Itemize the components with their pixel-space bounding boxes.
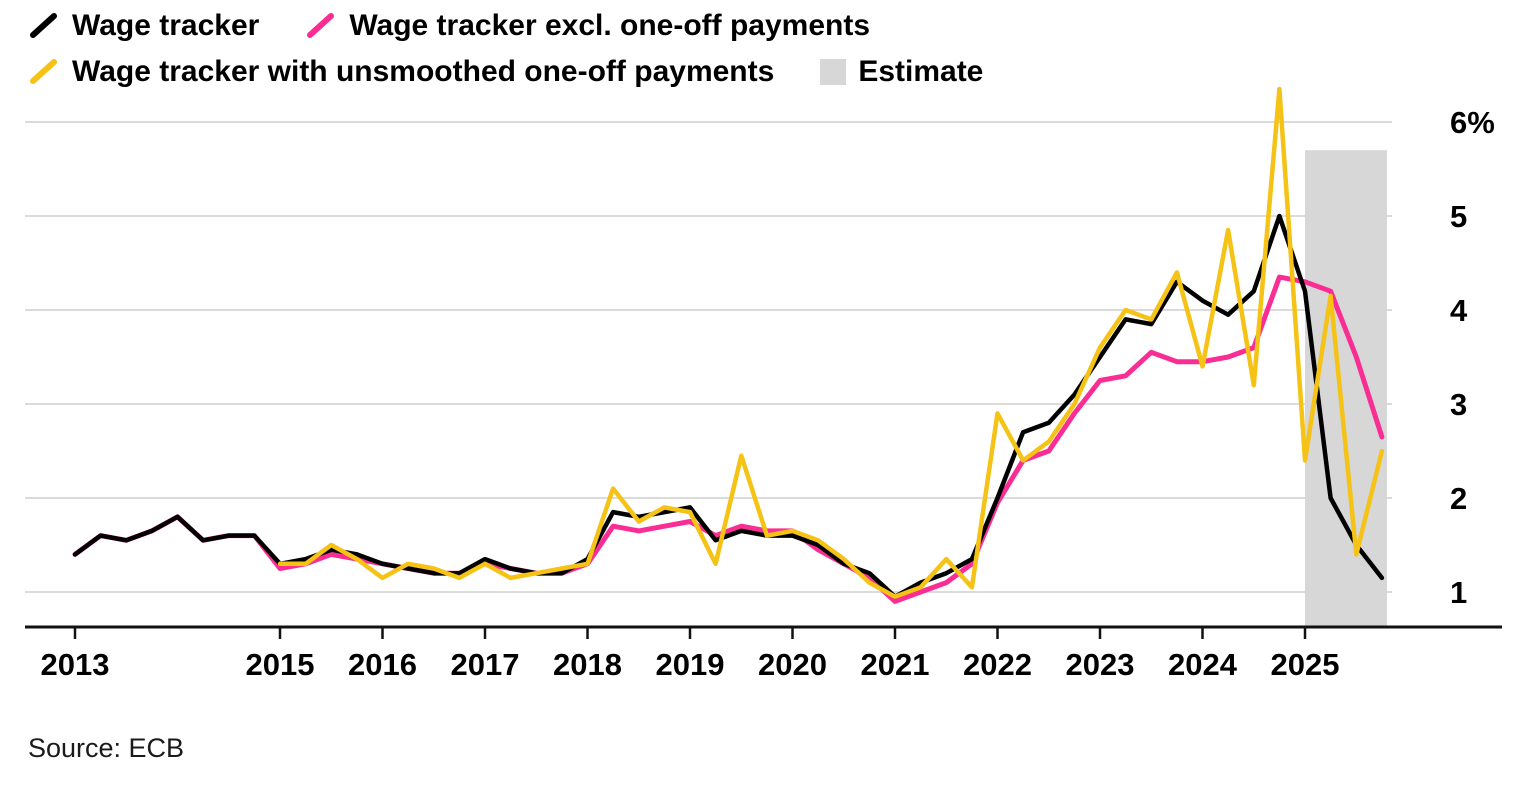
x-tick-label-2025: 2025 [1271,647,1340,682]
legend-row-2: Wage tracker with unsmoothed one-off pay… [28,52,983,92]
x-tick-label-2022: 2022 [963,647,1032,682]
x-tick-label-2023: 2023 [1066,647,1135,682]
series-line-2 [277,86,1385,599]
legend-item-estimate: Estimate [820,52,983,92]
estimate-swatch-icon [820,59,847,85]
x-tick-label-2021: 2021 [861,647,930,682]
y-tick-label-1: 1 [1450,575,1467,610]
x-tick-label-2016: 2016 [348,647,417,682]
x-tick-label-2020: 2020 [758,647,827,682]
x-tick-label-2019: 2019 [656,647,725,682]
x-tick-label-2017: 2017 [451,647,520,682]
legend-row-1: Wage tracker Wage tracker excl. one-off … [28,6,983,46]
legend-label-estimate: Estimate [858,55,984,88]
unsmoothed-line-icon [30,59,57,84]
y-tick-label-6%: 6% [1450,105,1495,140]
legend-label-wage-tracker: Wage tracker [72,9,260,42]
y-tick-label-3: 3 [1450,387,1467,422]
x-tick-label-2013: 2013 [41,647,110,682]
legend-label-excl-one-off: Wage tracker excl. one-off payments [349,9,871,42]
x-tick-label-2024: 2024 [1168,647,1238,682]
legend-item-unsmoothed: Wage tracker with unsmoothed one-off pay… [28,52,774,92]
series-line-0 [72,213,1385,599]
legend-item-excl-one-off: Wage tracker excl. one-off payments [305,6,870,46]
chart-legend: Wage tracker Wage tracker excl. one-off … [28,6,983,92]
y-tick-label-4: 4 [1450,293,1468,328]
y-tick-label-5: 5 [1450,199,1467,234]
legend-label-unsmoothed: Wage tracker with unsmoothed one-off pay… [72,55,775,88]
x-tick-label-2018: 2018 [553,647,622,682]
y-tick-label-2: 2 [1450,481,1467,516]
source-note: Source: ECB [28,733,185,763]
legend-item-wage-tracker: Wage tracker [28,6,259,46]
wage-tracker-line-icon [30,13,57,38]
excl-one-off-line-icon [307,13,335,38]
x-tick-label-2015: 2015 [246,647,315,682]
series-line-1 [72,274,1385,604]
